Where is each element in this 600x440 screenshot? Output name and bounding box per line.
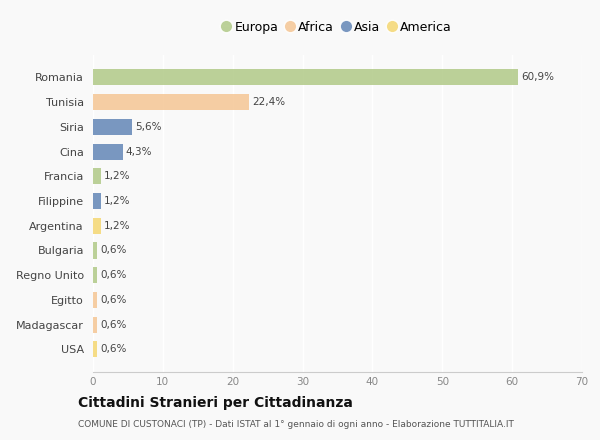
Text: 0,6%: 0,6%: [100, 270, 127, 280]
Legend: Europa, Africa, Asia, America: Europa, Africa, Asia, America: [219, 17, 456, 37]
Bar: [93, 317, 97, 333]
Bar: [93, 119, 132, 135]
Text: 22,4%: 22,4%: [252, 97, 286, 107]
Bar: [93, 193, 101, 209]
Text: 0,6%: 0,6%: [100, 319, 127, 330]
Text: Cittadini Stranieri per Cittadinanza: Cittadini Stranieri per Cittadinanza: [78, 396, 353, 410]
Bar: [93, 143, 123, 160]
Text: 1,2%: 1,2%: [104, 196, 131, 206]
Text: 1,2%: 1,2%: [104, 221, 131, 231]
Bar: [93, 242, 97, 259]
Text: 4,3%: 4,3%: [126, 147, 152, 157]
Text: 0,6%: 0,6%: [100, 295, 127, 305]
Text: 60,9%: 60,9%: [521, 73, 554, 82]
Bar: [93, 267, 97, 283]
Text: 5,6%: 5,6%: [135, 122, 161, 132]
Bar: [93, 70, 518, 85]
Text: 0,6%: 0,6%: [100, 345, 127, 354]
Bar: [93, 94, 250, 110]
Text: 0,6%: 0,6%: [100, 246, 127, 256]
Text: COMUNE DI CUSTONACI (TP) - Dati ISTAT al 1° gennaio di ogni anno - Elaborazione : COMUNE DI CUSTONACI (TP) - Dati ISTAT al…: [78, 420, 514, 429]
Bar: [93, 292, 97, 308]
Bar: [93, 218, 101, 234]
Bar: [93, 168, 101, 184]
Bar: [93, 341, 97, 357]
Text: 1,2%: 1,2%: [104, 171, 131, 181]
